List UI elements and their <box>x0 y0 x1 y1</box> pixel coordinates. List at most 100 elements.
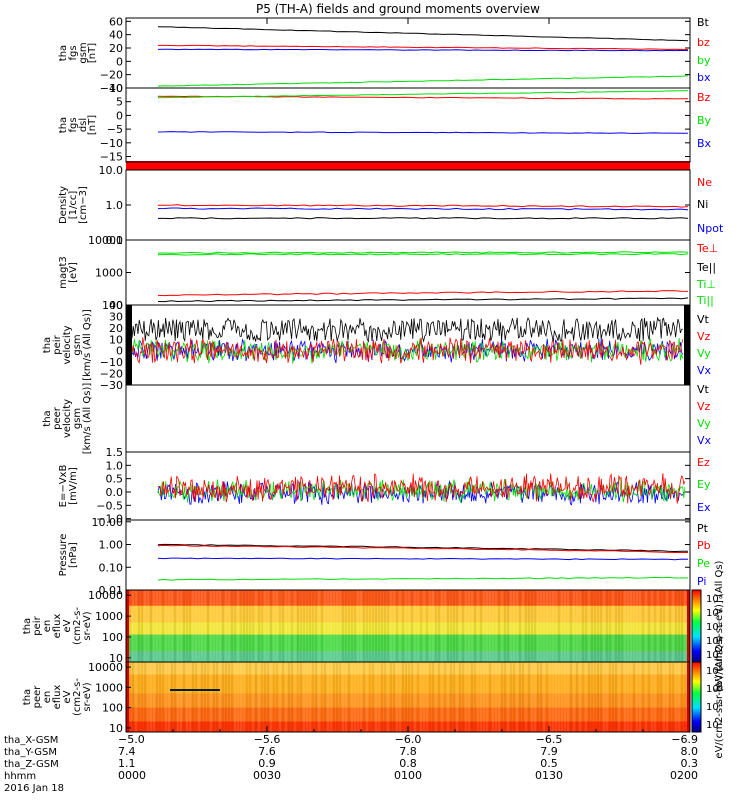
peir-spectrogram-column <box>327 590 329 662</box>
peer-spectrogram-column <box>525 662 527 732</box>
peir-spectrogram-column <box>375 590 377 662</box>
peer-spectrogram-column <box>615 662 617 732</box>
peir-spectrogram-column <box>429 590 431 662</box>
peer-spectrogram-column <box>438 662 440 732</box>
peer-spectrogram-column <box>255 662 257 732</box>
peer-spectrogram-column <box>534 662 536 732</box>
peer-spectrogram-column <box>546 662 548 732</box>
x-axis-tick-label: 7.8 <box>399 745 417 758</box>
peir-spectrogram-column <box>597 590 599 662</box>
pressure-ytick-label: 1.00 <box>99 539 124 552</box>
peir-spectrogram-column <box>408 590 410 662</box>
peer-spectrogram-column <box>246 662 248 732</box>
peir-spectrogram-column <box>303 590 305 662</box>
peir-spectrogram-colorbar-tick: 10⁰ <box>706 650 723 661</box>
fgs-gsm-ylabel: tha <box>58 45 69 61</box>
peir-spectrogram-band <box>126 622 690 635</box>
peer-spectrogram-column <box>423 662 425 732</box>
efield-ytick-label: 1.0 <box>106 459 124 472</box>
peir-spectrogram-column <box>675 590 677 662</box>
peir-spectrogram-column <box>618 590 620 662</box>
peir-spectrogram-column <box>216 590 218 662</box>
peer-spectrogram-column <box>381 662 383 732</box>
pressure-legend-Pb: Pb <box>697 539 711 552</box>
peer-spectrogram-column <box>348 662 350 732</box>
peer-spectrogram-column <box>462 662 464 732</box>
peer-spectrogram-column <box>258 662 260 732</box>
peer-spectrogram-band <box>126 707 690 722</box>
density-ytick-label: 1.0 <box>106 199 124 212</box>
peir-spectrogram-column <box>417 590 419 662</box>
peir-spectrogram-column <box>441 590 443 662</box>
peir-spectrogram-column <box>207 590 209 662</box>
peir-spectrogram-column <box>426 590 428 662</box>
peir-spectrogram-column <box>300 590 302 662</box>
peer-spectrogram-column <box>630 662 632 732</box>
peir-spectrogram-column <box>390 590 392 662</box>
peer-spectrogram-column <box>480 662 482 732</box>
peir-spectrogram-column <box>633 590 635 662</box>
peer-spectrogram-column <box>540 662 542 732</box>
x-axis-row-label: hhmm <box>4 771 36 782</box>
peir-spectrogram-column <box>459 590 461 662</box>
efield-panel: 1.51.00.50.0−0.5−1.0 Ez Ey Ex E=−VxB [mV/m] <box>58 446 711 526</box>
peir-spectrogram-column <box>231 590 233 662</box>
peir-spectrogram-column <box>453 590 455 662</box>
peir-spectrogram-ylabel: peir <box>32 615 43 635</box>
peir-spectrogram-column <box>486 590 488 662</box>
peer-velocity-legend-Vt: Vt <box>697 383 710 396</box>
peir-spectrogram-ylabel: eflux <box>52 614 63 639</box>
density-ylabel: Density <box>58 186 69 224</box>
peer-spectrogram-ytick-label: 10000 <box>88 661 123 674</box>
temperature-ylabel: magt3 <box>58 256 69 289</box>
peer-spectrogram-column <box>342 662 344 732</box>
peir-spectrogram-column <box>399 590 401 662</box>
peer-spectrogram-column <box>483 662 485 732</box>
temperature-series-Te|| <box>157 297 689 303</box>
peer-spectrogram-column <box>486 662 488 732</box>
peir-spectrogram-column <box>252 590 254 662</box>
peir-velocity-ylabel: [km/s (All Qs)] <box>82 309 93 381</box>
peir-velocity-legend-Vy: Vy <box>697 347 711 360</box>
peer-spectrogram-column <box>522 662 524 732</box>
peir-spectrogram-column <box>570 590 572 662</box>
peer-spectrogram-column <box>579 662 581 732</box>
peir-spectrogram-column <box>180 590 182 662</box>
fgs-dsl-series-Bx <box>157 131 689 134</box>
density-ylabel: [cm−3] <box>78 186 89 224</box>
peer-spectrogram-column <box>129 662 131 732</box>
fgs-gsm-series-bz <box>158 44 689 51</box>
peir-spectrogram-column <box>264 590 266 662</box>
peer-spectrogram-column <box>471 662 473 732</box>
temperature-legend-Ti||: Ti|| <box>696 294 714 307</box>
peir-spectrogram-column <box>516 590 518 662</box>
peer-spectrogram-column <box>450 662 452 732</box>
peir-spectrogram-column <box>318 590 320 662</box>
peer-spectrogram-column <box>660 662 662 732</box>
pressure-ytick-label: 0.01 <box>99 584 124 597</box>
peir-spectrogram-column <box>471 590 473 662</box>
peer-spectrogram-column <box>303 662 305 732</box>
peer-spectrogram-column <box>153 662 155 732</box>
peer-spectrogram-column <box>432 662 434 732</box>
temperature-legend-Te⊥: Te⊥ <box>696 242 718 255</box>
peir-spectrogram-column <box>405 590 407 662</box>
peer-spectrogram-column <box>504 662 506 732</box>
peer-spectrogram-column <box>249 662 251 732</box>
peir-spectrogram-column <box>456 590 458 662</box>
efield-ytick-label: 0.0 <box>106 486 124 499</box>
density-series-Ne <box>157 204 689 208</box>
fgs-gsm-series-by <box>157 75 689 87</box>
fgs-dsl-legend-Bz: Bz <box>697 91 711 104</box>
peer-spectrogram-column <box>345 662 347 732</box>
x-axis-tick-label: −5.6 <box>254 733 281 746</box>
peir-spectrogram-column <box>636 590 638 662</box>
peer-spectrogram-ytick-label: 100 <box>102 702 123 715</box>
peer-spectrogram-column <box>393 662 395 732</box>
peir-spectrogram-ylabel: en <box>42 620 53 633</box>
peir-spectrogram-column <box>222 590 224 662</box>
temperature-series-Ti|| <box>157 251 689 254</box>
